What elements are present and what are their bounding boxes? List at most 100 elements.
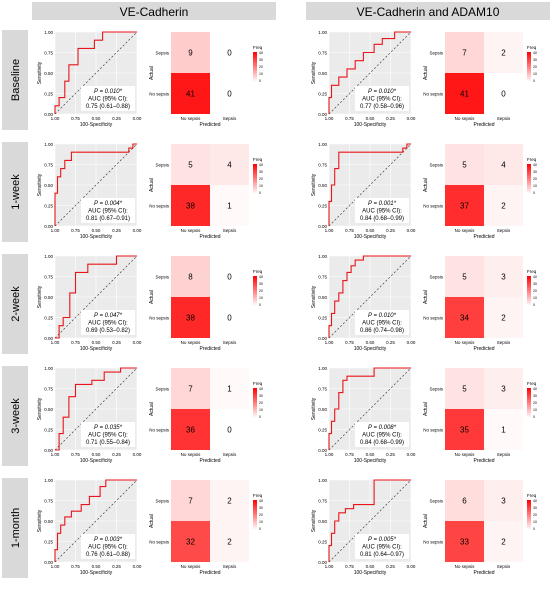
- x-tick-label: 0.00: [407, 340, 416, 345]
- predicted-axis-label: Predicted: [473, 458, 494, 464]
- confusion-cell: [484, 144, 523, 185]
- confusion-cell: [210, 368, 249, 409]
- row-label: 1-month: [10, 508, 22, 548]
- col-class-label: No sepsis: [181, 116, 202, 121]
- cell-value: 4: [501, 161, 506, 170]
- y-tick-label: 1.00: [44, 142, 53, 147]
- confusion-cell: [484, 185, 523, 226]
- cell-value: 36: [186, 426, 195, 435]
- roc-curve: [328, 143, 411, 226]
- x-axis-label: 100-Specificity: [80, 570, 113, 576]
- confusion-cell: [484, 409, 523, 450]
- y-tick-label: 0.25: [44, 540, 53, 545]
- row-class-label: No sepsis: [423, 204, 444, 209]
- y-tick-label: 0.75: [318, 387, 327, 392]
- x-tick-label: 0.75: [345, 116, 354, 121]
- legend-tick: 40: [259, 387, 263, 391]
- roc-curve: [328, 367, 411, 450]
- y-axis-label: Sensitivity: [37, 397, 43, 420]
- confusion-cell: [484, 480, 523, 521]
- legend-tick: 0: [533, 79, 535, 83]
- y-axis-label: Sensitivity: [311, 397, 317, 420]
- x-tick-label: 0.00: [133, 564, 142, 569]
- y-tick-label: 0.25: [318, 316, 327, 321]
- row-class-label: Sepsis: [429, 275, 443, 280]
- auc-label: AUC (95% CI):: [88, 545, 128, 551]
- legend-tick: 10: [533, 296, 537, 300]
- confusion-cell: [210, 144, 249, 185]
- y-tick-label: 0.50: [44, 519, 53, 524]
- x-tick-label: 0.50: [366, 228, 375, 233]
- x-tick-label: 0.50: [92, 452, 101, 457]
- confusion-cell: [210, 32, 249, 73]
- x-tick-label: 0.25: [112, 116, 121, 121]
- y-tick-label: 0.00: [318, 560, 327, 565]
- x-tick-label: 0.25: [386, 228, 395, 233]
- x-tick-label: 1.00: [325, 228, 334, 233]
- legend-tick: 30: [259, 394, 263, 398]
- cell-value: 35: [460, 426, 469, 435]
- roc-panel: 0.00 0.25 0.50 0.75 1.00 1.00 0.75 0.50 0.25 0.00…: [311, 366, 416, 464]
- y-axis-label: Sensitivity: [37, 509, 43, 532]
- legend-colorbar: [253, 500, 257, 530]
- cell-value: 1: [227, 202, 232, 211]
- row-class-label: No sepsis: [149, 316, 170, 321]
- y-tick-label: 0.50: [318, 183, 327, 188]
- y-tick-label: 0.75: [44, 51, 53, 56]
- legend-tick: 30: [533, 58, 537, 62]
- p-value: P = 0.010*: [368, 89, 397, 95]
- auc-label: AUC (95% CI):: [362, 209, 402, 215]
- legend-title: Freq: [253, 45, 263, 50]
- cell-value: 5: [462, 161, 467, 170]
- legend-colorbar: [527, 52, 531, 82]
- confusion-cell: [210, 185, 249, 226]
- row-label-box: [2, 254, 28, 354]
- legend-tick: 10: [259, 408, 263, 412]
- confusion-cell: [484, 521, 523, 562]
- actual-axis-label: Actual: [423, 66, 429, 80]
- stats-box: [355, 534, 409, 559]
- legend-tick: 10: [259, 184, 263, 188]
- row-label-box: [2, 366, 28, 466]
- x-tick-label: 0.25: [112, 228, 121, 233]
- legend-tick: 40: [533, 163, 537, 167]
- y-tick-label: 0.75: [44, 387, 53, 392]
- y-tick-label: 0.00: [44, 336, 53, 341]
- row-label-box: [2, 478, 28, 578]
- col-class-label: No sepsis: [181, 564, 202, 569]
- row-class-label: No sepsis: [423, 316, 444, 321]
- legend-tick: 20: [259, 289, 263, 293]
- predicted-axis-label: Predicted: [473, 570, 494, 576]
- legend-tick: 20: [533, 177, 537, 181]
- cell-value: 3: [501, 385, 506, 394]
- legend-tick: 20: [259, 513, 263, 517]
- x-axis-label: 100-Specificity: [354, 570, 387, 576]
- x-tick-label: 0.75: [345, 340, 354, 345]
- y-tick-label: 0.25: [44, 316, 53, 321]
- roc-panel: 0.00 0.25 0.50 0.75 1.00 1.00 0.75 0.50 0.25 0.00…: [37, 254, 142, 352]
- reference-diagonal: [54, 31, 138, 115]
- col-class-label: Sepsis: [497, 228, 511, 233]
- legend-colorbar: [527, 164, 531, 194]
- y-tick-label: 0.25: [44, 428, 53, 433]
- x-axis-label: 100-Specificity: [354, 234, 387, 240]
- column-header-1: VE-Cadherin: [120, 5, 189, 19]
- confusion-cell: [445, 409, 484, 450]
- row-label: 3-week: [10, 398, 22, 434]
- legend-tick: 30: [533, 394, 537, 398]
- x-tick-label: 0.75: [71, 564, 80, 569]
- stats-box: [81, 86, 135, 111]
- reference-diagonal: [54, 255, 138, 339]
- col-class-label: Sepsis: [223, 564, 237, 569]
- cell-value: 6: [462, 497, 467, 506]
- cell-value: 8: [188, 273, 193, 282]
- cell-value: 1: [501, 426, 506, 435]
- y-tick-label: 0.00: [44, 560, 53, 565]
- row-class-label: Sepsis: [155, 387, 169, 392]
- actual-axis-label: Actual: [423, 514, 429, 528]
